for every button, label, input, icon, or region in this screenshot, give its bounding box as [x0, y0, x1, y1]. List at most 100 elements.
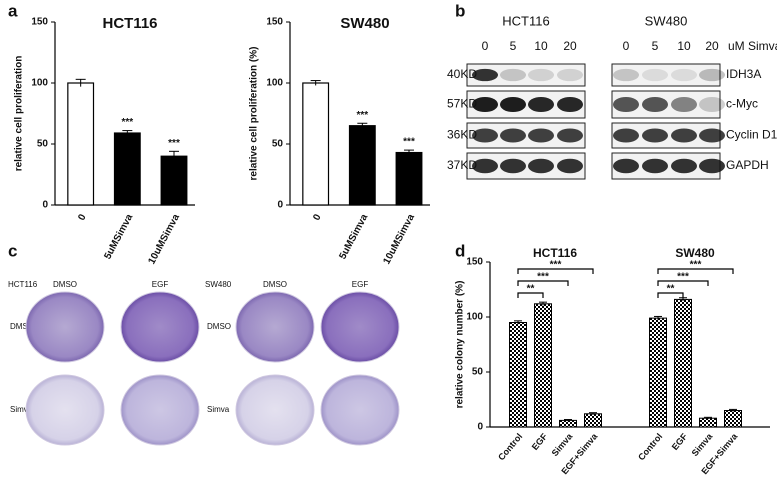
y-tick-label: 150 — [466, 257, 483, 268]
band — [472, 96, 498, 113]
dose-label: 10 — [534, 39, 548, 53]
band — [671, 96, 697, 113]
dose-label: 5 — [652, 39, 659, 53]
bar — [534, 303, 552, 428]
bar — [559, 419, 577, 428]
row-label: Simva — [207, 405, 230, 414]
significance-bracket — [657, 268, 734, 274]
x-tick-label: 10uMSimva — [146, 212, 182, 266]
band — [557, 158, 583, 174]
bar — [649, 317, 667, 428]
band — [528, 128, 554, 143]
row-label: DMSO — [207, 322, 231, 331]
y-axis-label: relative colony number (%) — [455, 281, 466, 409]
cell-line: SW480 — [645, 13, 688, 28]
band — [557, 96, 583, 113]
x-tick-label: 10uMSimva — [381, 212, 417, 266]
x-tick-label: 5uMSimva — [337, 212, 370, 261]
significance-bracket — [657, 292, 684, 298]
size-label: 57KD — [447, 97, 477, 111]
band — [557, 128, 583, 143]
y-tick-label: 0 — [277, 200, 283, 211]
panel-label: a — [8, 1, 18, 20]
band — [472, 128, 498, 143]
significance-bracket — [517, 268, 594, 274]
bar — [67, 82, 95, 206]
y-tick-label: 0 — [477, 422, 483, 433]
size-label: 40KD — [447, 67, 477, 81]
x-tick-label: Control — [496, 431, 524, 462]
y-tick-label: 150 — [31, 17, 48, 28]
dose-label: 5 — [510, 39, 517, 53]
significance: *** — [356, 110, 368, 121]
bar — [302, 82, 330, 206]
band — [528, 68, 554, 82]
size-label: 36KD — [447, 128, 477, 142]
band — [642, 128, 668, 143]
band — [642, 158, 668, 174]
x-tick-label: EGF — [530, 431, 550, 452]
column-label: DMSO — [53, 280, 77, 289]
bar — [509, 322, 527, 428]
dose-label: 20 — [705, 39, 719, 53]
plate — [120, 374, 200, 446]
band — [613, 68, 639, 82]
y-tick-label: 100 — [466, 312, 483, 323]
size-label: 37KD — [447, 158, 477, 172]
group-title: HCT116 — [533, 246, 577, 260]
colony-plates: HCT116 DMSO EGF DMSO Simva SW480 DMSO EGF DMSO Si… — [8, 280, 400, 446]
band — [671, 68, 697, 82]
column-label: EGF — [152, 280, 169, 289]
band — [500, 158, 526, 174]
bar — [724, 410, 742, 428]
significance: *** — [403, 137, 415, 148]
dose-label: 10 — [677, 39, 691, 53]
significance: *** — [537, 272, 549, 283]
bar — [348, 125, 376, 206]
y-tick-label: 100 — [266, 78, 283, 89]
protein-label: GAPDH — [726, 158, 769, 172]
western-blot: HCT116 0 5 10 20 SW480 0 5 10 20 uM Simva 40KD IDH3A… — [447, 13, 777, 180]
band — [699, 158, 725, 174]
band — [472, 68, 498, 82]
y-tick-label: 50 — [472, 367, 484, 378]
bar — [699, 417, 717, 428]
band — [642, 68, 668, 82]
row-label: Simva — [10, 405, 33, 414]
band — [557, 68, 583, 82]
band — [528, 96, 554, 113]
significance: *** — [690, 260, 702, 271]
plate — [235, 374, 315, 446]
plate — [320, 291, 400, 363]
significance: *** — [121, 117, 133, 128]
dose-label: 20 — [563, 39, 577, 53]
plate — [120, 291, 200, 363]
band — [699, 96, 725, 113]
band — [500, 68, 526, 82]
panel-label: c — [8, 241, 17, 260]
blot-box — [611, 63, 721, 87]
x-tick-label: Simva — [550, 431, 575, 459]
y-tick-label: 50 — [37, 139, 49, 150]
significance: *** — [677, 272, 689, 283]
band — [613, 96, 639, 113]
band — [671, 158, 697, 174]
significance: *** — [168, 138, 180, 149]
x-tick-label: Simva — [690, 431, 715, 459]
protein-label: c-Myc — [726, 97, 758, 111]
row-label: DMSO — [10, 322, 34, 331]
bar — [395, 151, 423, 206]
band — [613, 128, 639, 143]
dose-label: 0 — [482, 39, 489, 53]
blot-box — [466, 63, 586, 87]
band — [500, 128, 526, 143]
bar — [160, 155, 188, 206]
x-tick-label: 0 — [76, 212, 89, 222]
group-title: SW480 — [675, 246, 715, 260]
plate — [25, 291, 105, 363]
significance: ** — [667, 284, 675, 295]
y-tick-label: 50 — [272, 139, 284, 150]
band — [642, 96, 668, 113]
chart-title: SW480 — [340, 15, 389, 32]
protein-label: IDH3A — [726, 67, 761, 81]
